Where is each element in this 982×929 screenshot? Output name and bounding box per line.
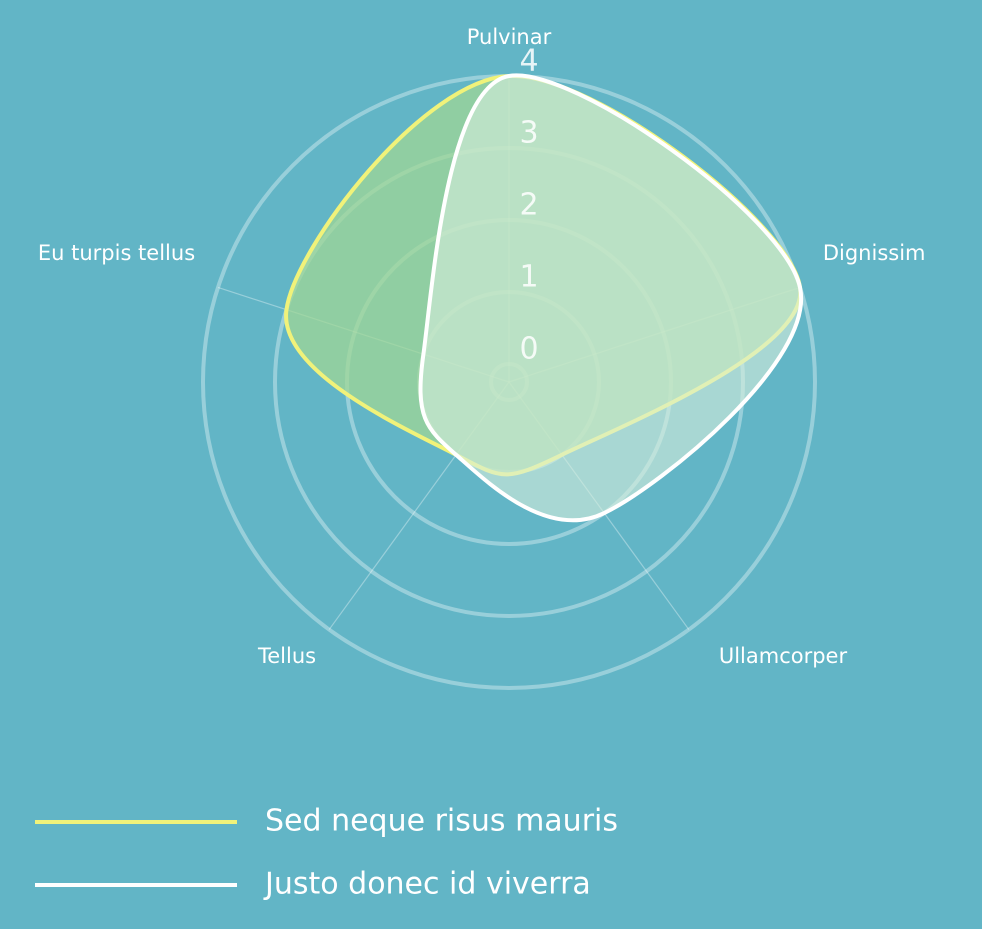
legend-label: Justo donec id viverra [263,867,591,902]
axis-label: Ullamcorper [719,644,848,668]
tick-label: 3 [519,116,538,151]
tick-label: 2 [519,188,538,223]
tick-label: 1 [519,260,538,295]
axis-label: Tellus [257,644,316,668]
axis-label: Dignissim [823,241,926,265]
axis-label: Pulvinar [467,25,552,49]
axis-label: Eu turpis tellus [38,241,195,265]
legend-label: Sed neque risus mauris [265,804,618,839]
tick-label: 0 [519,332,538,367]
tick-label: 4 [519,44,538,79]
series-area [418,73,804,523]
